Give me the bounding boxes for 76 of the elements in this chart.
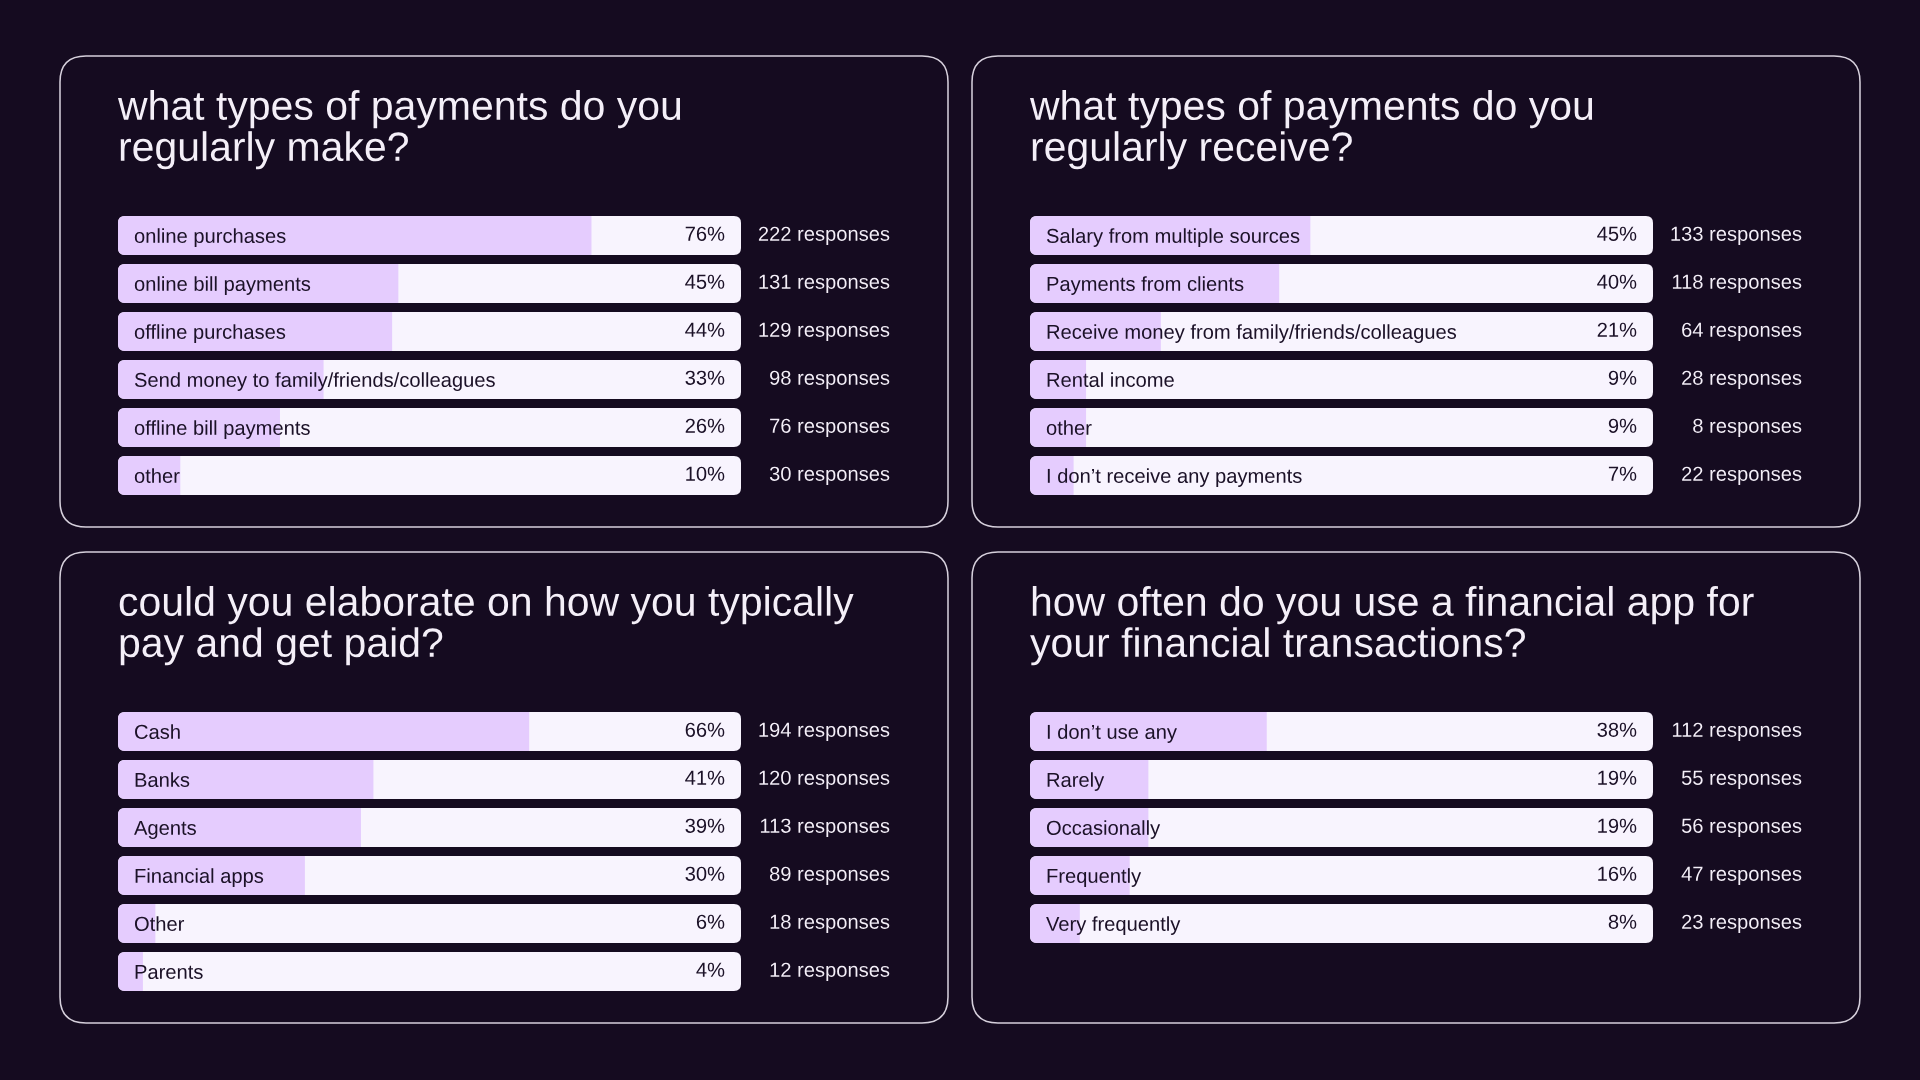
y-tick-label: offline bill payments — [134, 420, 310, 439]
data-label: 30% — [685, 866, 725, 881]
data-label: 45% — [685, 274, 725, 289]
bar — [118, 456, 181, 495]
y-tick-label: Payments from clients — [1047, 276, 1244, 295]
chart-title: how often do you use a financial app for your financial transactions? — [1030, 586, 1754, 666]
data-label: 9% — [1608, 370, 1637, 385]
y-tick-label: I don’t receive any payments — [1047, 468, 1302, 487]
data-label: 4% — [696, 962, 725, 977]
y-tick-label: other — [1046, 420, 1092, 435]
data-label: 26% — [685, 418, 725, 433]
y-tick-label: Financial apps — [135, 868, 264, 887]
text: 76 responses — [770, 418, 890, 437]
chart-title: could you elaborate on how you typically pay and get paid? — [119, 586, 854, 666]
y-tick-label: other — [134, 468, 180, 483]
text: 64 responses — [1682, 322, 1802, 341]
text: 98 responses — [770, 370, 890, 389]
text: 22 responses — [1682, 466, 1802, 485]
text: 30 responses — [769, 466, 890, 485]
y-tick-label: Occasionally — [1046, 820, 1161, 839]
data-label: 39% — [685, 818, 725, 833]
data-label: 40% — [1597, 274, 1637, 289]
y-tick-label: Rarely — [1047, 772, 1105, 791]
data-label: 9% — [1608, 418, 1637, 433]
bar — [1030, 760, 1149, 799]
text: 55 responses — [1681, 770, 1802, 789]
data-label: 33% — [685, 370, 725, 385]
y-tick-label: Cash — [135, 724, 180, 739]
text: 222 responses — [758, 226, 890, 245]
data-label: 41% — [685, 770, 725, 785]
text: 56 responses — [1681, 818, 1802, 837]
y-tick-label: offline purchases — [134, 324, 286, 343]
y-tick-label: Parents — [135, 964, 203, 979]
y-tick-label: Rental income — [1047, 372, 1174, 387]
text: 89 responses — [769, 866, 890, 885]
y-tick-label: Receive money from family/friends/colleagues — [1047, 324, 1457, 343]
chart-title: what types of payments do you regularly receive? — [1029, 90, 1593, 170]
data-label: 66% — [685, 722, 725, 737]
y-tick-label: online bill payments — [134, 276, 311, 295]
data-label: 38% — [1597, 722, 1637, 737]
data-label: 16% — [1598, 866, 1637, 881]
text: 47 responses — [1681, 866, 1802, 885]
text: 113 responses — [760, 818, 890, 837]
y-tick-label: Very frequently — [1046, 916, 1181, 935]
text: 112 responses — [1672, 722, 1802, 741]
y-tick-label: I don’t use any — [1047, 724, 1177, 743]
data-label: 6% — [696, 914, 725, 929]
y-tick-label: Frequently — [1047, 868, 1142, 887]
y-tick-label: Salary from multiple sources — [1046, 228, 1300, 247]
y-tick-label: Agents — [134, 820, 196, 839]
text: 129 responses — [759, 322, 890, 341]
text: 118 responses — [1672, 274, 1802, 293]
data-label: 76% — [685, 226, 725, 241]
y-tick-label: Banks — [135, 772, 190, 787]
text: 133 responses — [1671, 226, 1802, 245]
y-tick-label: online purchases — [134, 228, 286, 247]
data-label: 8% — [1608, 914, 1637, 929]
text: 23 responses — [1682, 914, 1802, 933]
y-tick-label: Send money to family/friends/colleagues — [134, 372, 495, 391]
text: 28 responses — [1682, 370, 1802, 389]
data-label: 21% — [1597, 322, 1637, 337]
text: 8 responses — [1693, 418, 1802, 437]
data-label: 44% — [685, 322, 725, 337]
data-label: 10% — [686, 466, 725, 481]
text: 12 responses — [770, 962, 890, 981]
data-label: 7% — [1608, 466, 1637, 481]
text: 120 responses — [759, 770, 890, 789]
text: 18 responses — [770, 914, 890, 933]
data-label: 19% — [1598, 770, 1637, 785]
bar — [118, 856, 305, 895]
text: 194 responses — [759, 722, 890, 741]
data-label: 19% — [1598, 818, 1637, 833]
text: 131 responses — [759, 274, 890, 293]
chart-title: what types of payments do you regularly make? — [117, 90, 681, 170]
y-tick-label: Other — [134, 916, 185, 931]
data-label: 45% — [1597, 226, 1637, 241]
